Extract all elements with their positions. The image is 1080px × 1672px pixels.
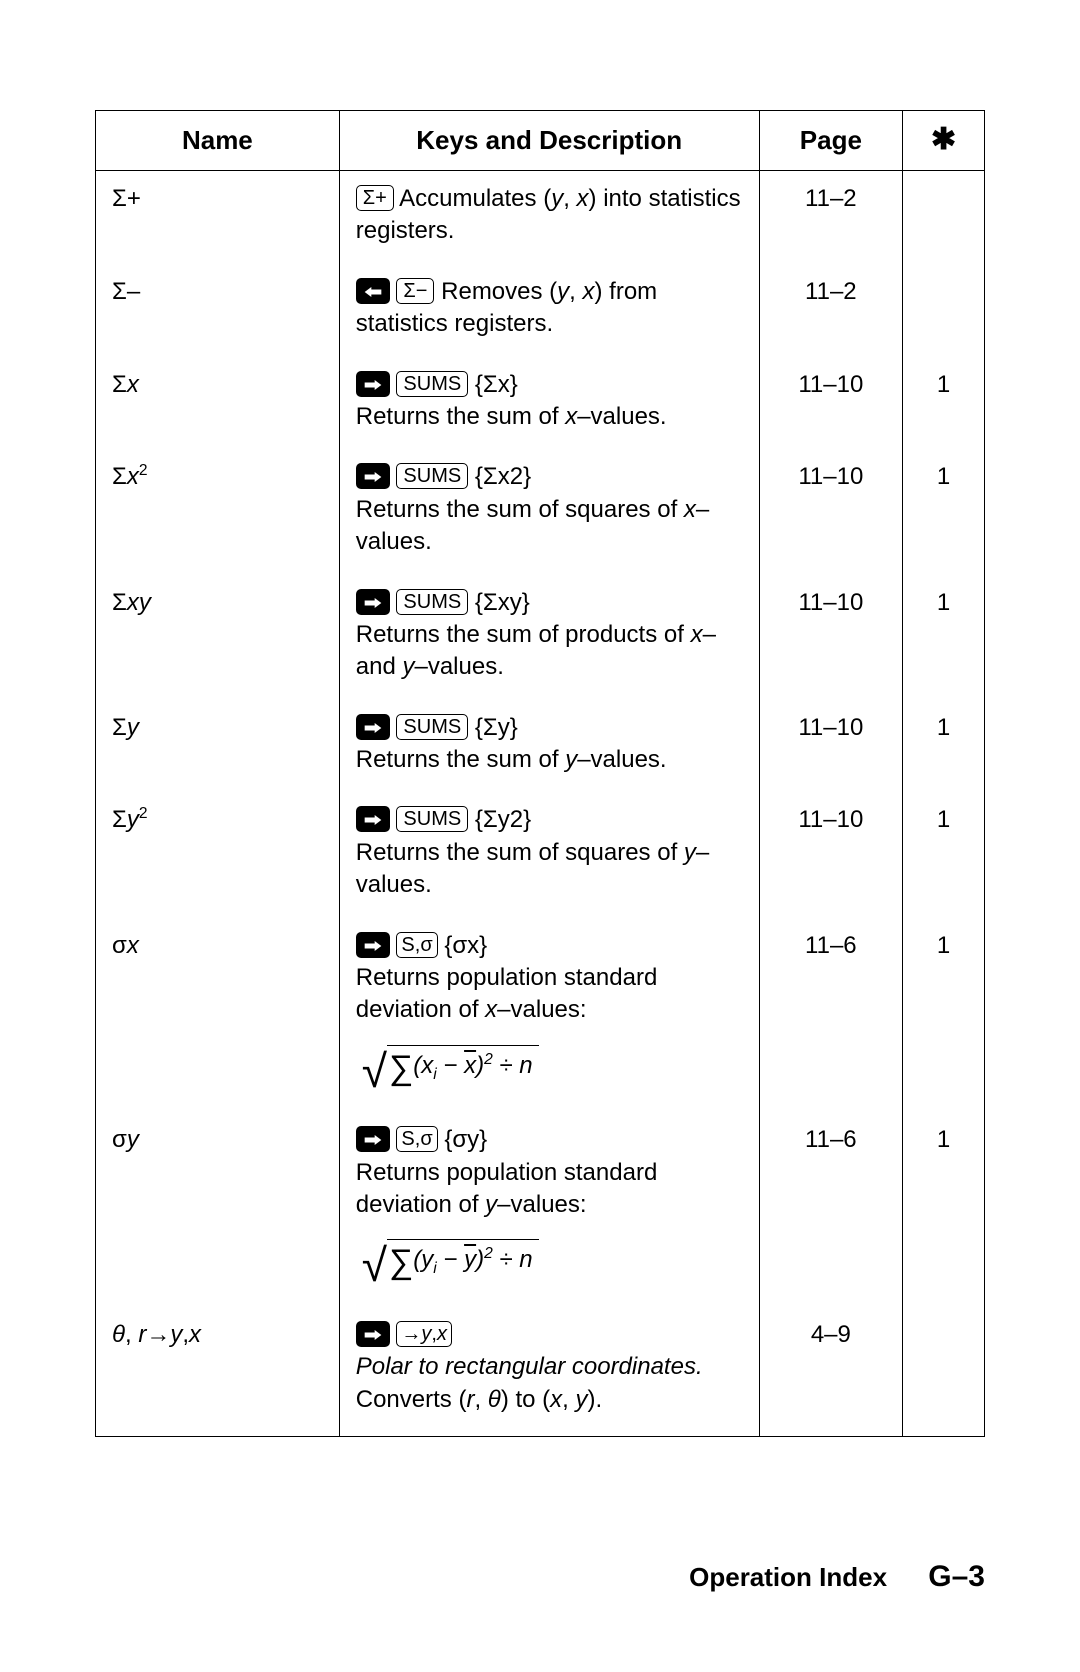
cell-star [903, 1307, 985, 1437]
cell-star [903, 264, 985, 357]
cell-name: Σ+ [96, 171, 340, 264]
calc-key: SUMS [396, 806, 468, 832]
cell-star: 1 [903, 700, 985, 793]
cell-page: 11–2 [759, 264, 902, 357]
cell-star: 1 [903, 1112, 985, 1307]
cell-page: 4–9 [759, 1307, 902, 1437]
shift-right-key-icon [356, 371, 390, 397]
footer-label: Operation Index [689, 1562, 887, 1592]
cell-name: σx [96, 918, 340, 1113]
calc-key: SUMS [396, 714, 468, 740]
col-header-page: Page [759, 111, 902, 171]
shift-left-key-icon [356, 278, 390, 304]
shift-right-key-icon [356, 589, 390, 615]
calc-key: →y,x [396, 1321, 452, 1347]
cell-name: Σx2 [96, 449, 340, 574]
cell-page: 11–6 [759, 918, 902, 1113]
table-row: Σx2 SUMS {Σx2}Returns the sum of squares… [96, 449, 985, 574]
footer-page-number: G–3 [928, 1560, 985, 1593]
col-header-name: Name [96, 111, 340, 171]
cell-description: →y,xPolar to rectangular coordinates.Con… [339, 1307, 759, 1437]
shift-right-key-icon [356, 463, 390, 489]
calc-key: S,σ [396, 1126, 437, 1152]
table-row: σx S,σ {σx}Returns population standard d… [96, 918, 985, 1113]
cell-star: 1 [903, 449, 985, 574]
table-row: Σy2 SUMS {Σy2}Returns the sum of squares… [96, 792, 985, 917]
table-row: σy S,σ {σy}Returns population standard d… [96, 1112, 985, 1307]
cell-name: Σy2 [96, 792, 340, 917]
cell-description: SUMS {Σy}Returns the sum of y–values. [339, 700, 759, 793]
table-row: Σy SUMS {Σy}Returns the sum of y–values.… [96, 700, 985, 793]
cell-star: 1 [903, 918, 985, 1113]
cell-page: 11–10 [759, 700, 902, 793]
formula: √∑(xi − x)2 ÷ n [356, 1045, 743, 1086]
cell-page: 11–10 [759, 792, 902, 917]
formula: √∑(yi − y)2 ÷ n [356, 1239, 743, 1280]
cell-name: Σx [96, 357, 340, 450]
cell-name: Σxy [96, 575, 340, 700]
shift-right-key-icon [356, 1321, 390, 1347]
cell-star: 1 [903, 792, 985, 917]
col-header-desc: Keys and Description [339, 111, 759, 171]
cell-name: Σy [96, 700, 340, 793]
cell-description: Σ+ Accumulates (y, x) into statistics re… [339, 171, 759, 264]
calc-key: Σ− [396, 278, 434, 304]
cell-page: 11–10 [759, 575, 902, 700]
cell-description: SUMS {Σxy}Returns the sum of products of… [339, 575, 759, 700]
cell-star: 1 [903, 357, 985, 450]
table-row: Σ+Σ+ Accumulates (y, x) into statistics … [96, 171, 985, 264]
shift-right-key-icon [356, 932, 390, 958]
table-row: θ, r→y,x →y,xPolar to rectangular coordi… [96, 1307, 985, 1437]
calc-key: SUMS [396, 463, 468, 489]
table-row: Σx SUMS {Σx}Returns the sum of x–values.… [96, 357, 985, 450]
cell-star [903, 171, 985, 264]
page-footer: Operation Index G–3 [689, 1560, 985, 1594]
cell-name: σy [96, 1112, 340, 1307]
calc-key: Σ+ [356, 185, 394, 211]
table-body: Σ+Σ+ Accumulates (y, x) into statistics … [96, 171, 985, 1437]
cell-description: Σ− Removes (y, x) from statistics regist… [339, 264, 759, 357]
table-row: Σxy SUMS {Σxy}Returns the sum of product… [96, 575, 985, 700]
cell-page: 11–10 [759, 357, 902, 450]
cell-name: θ, r→y,x [96, 1307, 340, 1437]
table-header-row: Name Keys and Description Page ✱ [96, 111, 985, 171]
table-row: Σ– Σ− Removes (y, x) from statistics reg… [96, 264, 985, 357]
cell-page: 11–2 [759, 171, 902, 264]
cell-description: SUMS {Σx}Returns the sum of x–values. [339, 357, 759, 450]
calc-key: S,σ [396, 932, 437, 958]
cell-description: SUMS {Σy2}Returns the sum of squares of … [339, 792, 759, 917]
col-header-star: ✱ [903, 111, 985, 171]
calc-key: SUMS [396, 589, 468, 615]
cell-page: 11–6 [759, 1112, 902, 1307]
cell-name: Σ– [96, 264, 340, 357]
shift-right-key-icon [356, 806, 390, 832]
cell-page: 11–10 [759, 449, 902, 574]
calc-key: SUMS [396, 371, 468, 397]
shift-right-key-icon [356, 714, 390, 740]
cell-description: S,σ {σy}Returns population standard devi… [339, 1112, 759, 1307]
cell-description: S,σ {σx}Returns population standard devi… [339, 918, 759, 1113]
shift-right-key-icon [356, 1126, 390, 1152]
page: Name Keys and Description Page ✱ Σ+Σ+ Ac… [0, 0, 1080, 1672]
cell-description: SUMS {Σx2}Returns the sum of squares of … [339, 449, 759, 574]
cell-star: 1 [903, 575, 985, 700]
operation-index-table: Name Keys and Description Page ✱ Σ+Σ+ Ac… [95, 110, 985, 1437]
